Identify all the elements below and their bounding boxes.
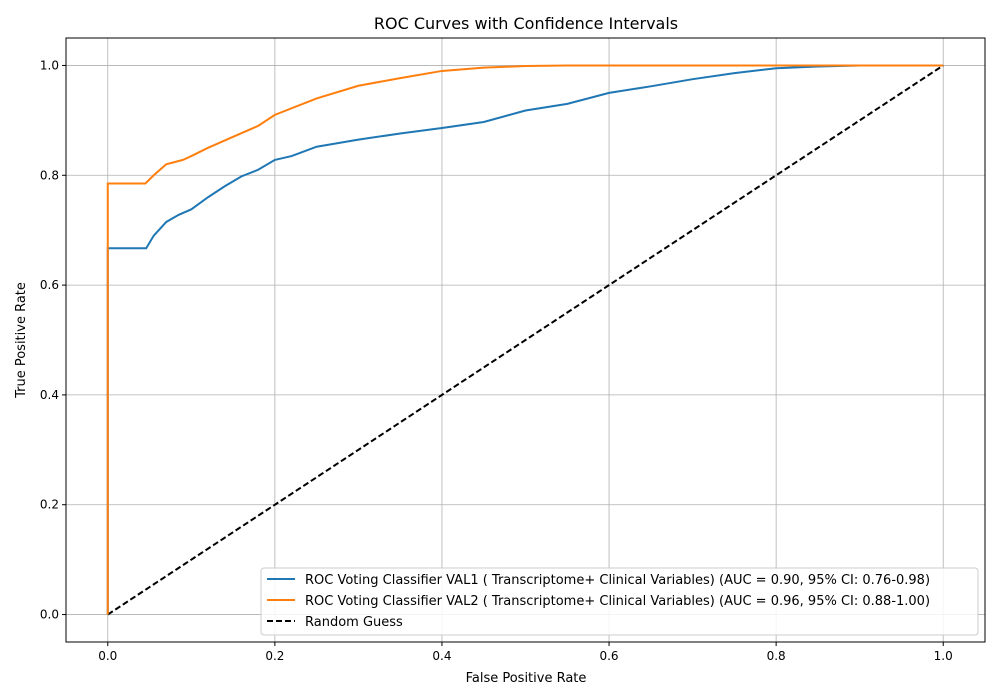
x-tick-label: 0.8 <box>767 649 786 663</box>
y-axis-label: True Positive Rate <box>14 282 29 399</box>
y-tick-label: 0.2 <box>40 498 59 512</box>
x-tick-label: 0.2 <box>265 649 284 663</box>
series-line-3 <box>107 64 944 616</box>
chart-title: ROC Curves with Confidence Intervals <box>374 14 678 33</box>
plot-frame <box>65 37 986 643</box>
y-tick-label: 0.6 <box>40 278 59 292</box>
y-tick-label: 0.8 <box>40 168 59 182</box>
legend: ROC Voting Classifier VAL1 ( Transcripto… <box>260 567 979 636</box>
legend-label: ROC Voting Classifier VAL1 ( Transcripto… <box>305 573 930 588</box>
y-tick-label: 0.0 <box>40 608 59 622</box>
x-tick-label: 0.4 <box>432 649 451 663</box>
legend-label: Random Guess <box>305 615 403 630</box>
series-line-2 <box>106 64 944 615</box>
series-line-1 <box>106 64 944 615</box>
legend-label: ROC Voting Classifier VAL2 ( Transcripto… <box>305 594 930 609</box>
ticks: 0.0 0.2 0.4 0.6 0.8 1.0 0.0 0.2 0.4 0.6 0.8 1.0 <box>40 58 953 663</box>
y-tick-label: 0.4 <box>40 388 59 402</box>
x-tick-label: 0.0 <box>98 649 117 663</box>
x-axis-label: False Positive Rate <box>466 671 587 686</box>
series-lines <box>106 64 944 616</box>
x-tick-label: 1.0 <box>934 649 953 663</box>
x-tick-label: 0.6 <box>599 649 618 663</box>
grid <box>66 38 985 642</box>
y-tick-label: 1.0 <box>40 58 59 72</box>
